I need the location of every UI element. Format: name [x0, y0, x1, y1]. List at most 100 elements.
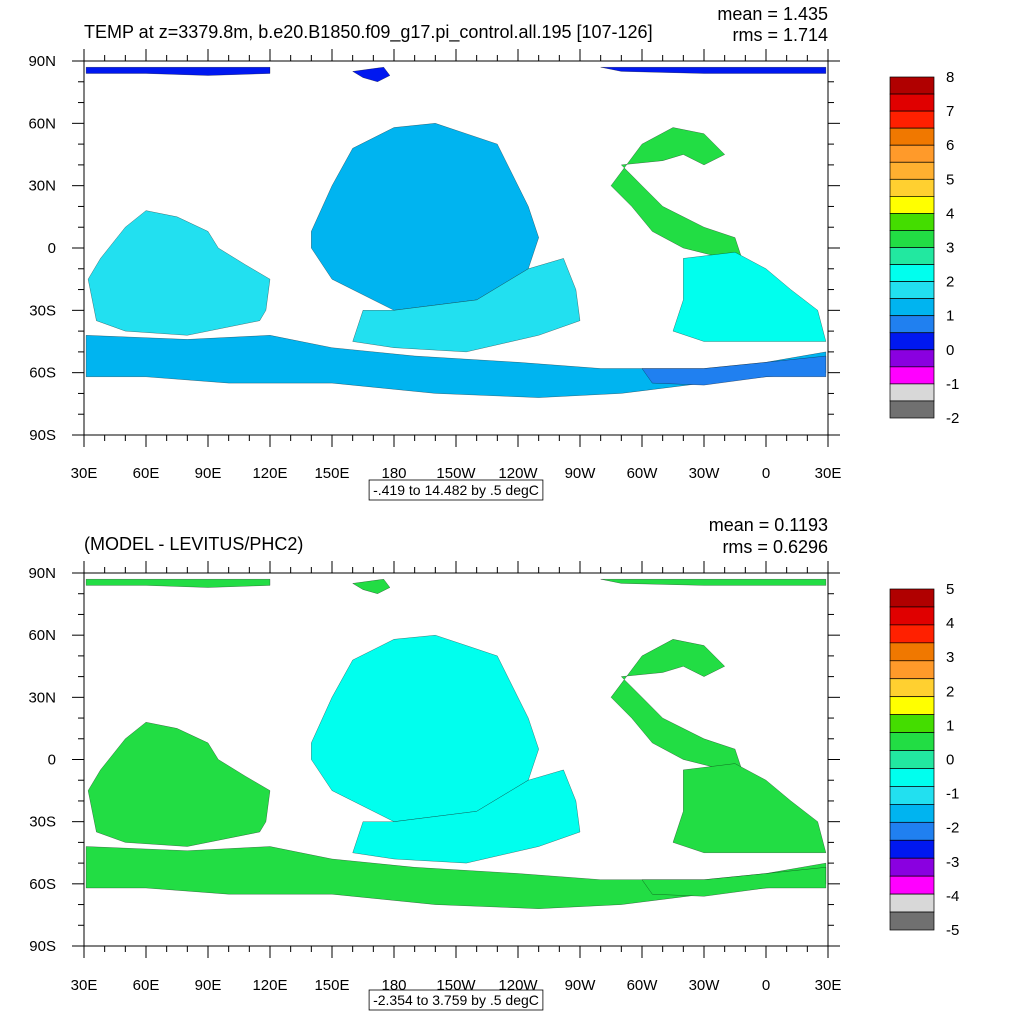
lat-tick-label: 0 [48, 240, 56, 257]
region-pacific-south [352, 258, 581, 353]
colorbar-swatch [889, 383, 935, 402]
colorbar-label: 2 [946, 683, 954, 700]
lon-tick-label: 30E [71, 977, 98, 994]
colorbar-swatch [889, 178, 935, 197]
colorbar-swatch [889, 332, 935, 351]
lat-tick-label: 60N [28, 115, 56, 132]
region-pacific-north [311, 634, 539, 822]
lon-tick-label: 150W [436, 465, 476, 482]
lon-tick-label: 90W [565, 465, 597, 482]
contour-info: -2.354 to 3.759 by .5 degC [373, 992, 539, 1008]
colorbar-label: 8 [946, 69, 954, 86]
region-arctic-north [85, 66, 271, 76]
colorbar-label: -4 [946, 888, 959, 905]
stat-rms: rms = 0.6296 [722, 537, 828, 557]
region-atlantic-north [610, 639, 746, 781]
colorbar-label: 4 [946, 615, 954, 632]
lat-tick-label: 60S [29, 876, 56, 893]
colorbar-label: 1 [946, 308, 954, 325]
colorbar-swatch [889, 893, 935, 913]
colorbar-label: 7 [946, 103, 954, 120]
colorbar-swatch [889, 624, 935, 644]
colorbar-label: 3 [946, 649, 954, 666]
top-panel: 30E 60E 90E 120E 150E 180 150W 120W 90W 60W 30W 0 30… [28, 4, 959, 501]
lon-tick-label: 60E [133, 977, 160, 994]
lon-tick-label: 30E [71, 465, 98, 482]
region-arctic-north [351, 66, 391, 83]
colorbar-label: -1 [946, 786, 959, 803]
colorbar-label: -5 [946, 922, 959, 939]
region-arctic-north [600, 66, 827, 74]
lon-tick-label: 60W [627, 977, 659, 994]
colorbar-label: -3 [946, 854, 959, 871]
colorbar-label: 3 [946, 240, 954, 257]
region-atlantic-south [672, 251, 827, 342]
colorbar-label: -2 [946, 820, 959, 837]
lon-tick-label: 30E [815, 977, 842, 994]
lat-tick-label: 30N [28, 689, 56, 706]
lat-tick-label: 90S [29, 427, 56, 444]
region-pacific-south [352, 769, 581, 864]
colorbar-swatch [889, 161, 935, 180]
colorbar-swatch [889, 911, 935, 931]
lat-tick-label: 30S [29, 302, 56, 319]
colorbar-swatch [889, 281, 935, 300]
region-arctic-north [351, 578, 391, 594]
colorbar-swatch [889, 857, 935, 877]
colorbar-swatch [889, 804, 935, 823]
lat-tick-label: 90N [28, 565, 56, 582]
stat-mean: mean = 0.1193 [709, 515, 828, 535]
colorbar-swatch [889, 400, 935, 419]
lon-tick-label: 150E [314, 977, 349, 994]
colorbar-swatch [889, 821, 935, 841]
lat-tick-label: 90S [29, 938, 56, 955]
colorbar-swatch [889, 298, 935, 317]
region-arctic-north [85, 578, 271, 588]
colorbar-label: 0 [946, 752, 954, 769]
lon-tick-label: 90W [565, 977, 597, 994]
colorbar-swatch [889, 315, 935, 334]
colorbar-swatch [889, 76, 935, 95]
region-weddell-sea [641, 867, 827, 897]
colorbar-swatch [889, 606, 935, 626]
colorbar-label: 4 [946, 205, 954, 222]
lon-tick-label: 0 [762, 465, 770, 482]
lat-tick-label: 60S [29, 365, 56, 382]
lon-tick-label: 120E [252, 465, 287, 482]
colorbar-swatch [889, 349, 935, 368]
colorbar-swatch [889, 696, 935, 715]
colorbar-swatch [889, 230, 935, 248]
lon-tick-label: 60E [133, 465, 160, 482]
stat-mean: mean = 1.435 [717, 4, 828, 24]
lon-tick-label: 60W [627, 465, 659, 482]
colorbar-swatch [889, 247, 935, 265]
lon-tick-label: 30W [689, 977, 721, 994]
colorbar-label: 1 [946, 717, 954, 734]
colorbar-label: 6 [946, 137, 954, 154]
colorbar-swatch [889, 127, 935, 146]
lon-tick-label: 0 [762, 977, 770, 994]
colorbar-swatch [889, 196, 935, 214]
colorbar-label: 5 [946, 171, 954, 188]
colorbar-swatch [889, 213, 935, 231]
colorbar-swatch [889, 642, 935, 662]
colorbar-swatch [889, 875, 935, 895]
stat-rms: rms = 1.714 [732, 25, 828, 45]
colorbar-swatch [889, 839, 935, 859]
colorbar-swatch [889, 588, 935, 608]
lon-tick-label: 180 [381, 465, 406, 482]
chart-title: (MODEL - LEVITUS/PHC2) [84, 534, 303, 554]
colorbar-swatch [889, 786, 935, 805]
contour-info: -.419 to 14.482 by .5 degC [373, 482, 539, 498]
bottom-panel: 30E 60E 90E 120E 150E 180 150W 120W 90W 60W 30W 0 30… [28, 515, 959, 1011]
lat-tick-label: 90N [28, 53, 56, 70]
colorbar-swatch [889, 93, 935, 112]
colorbar-swatch [889, 768, 935, 787]
lon-tick-label: 30W [689, 465, 721, 482]
colorbar-swatch [889, 144, 935, 163]
colorbar-label: 5 [946, 581, 954, 598]
colorbar-swatch [889, 264, 935, 282]
colorbar-swatch [889, 732, 935, 751]
region-atlantic-south [672, 763, 827, 854]
